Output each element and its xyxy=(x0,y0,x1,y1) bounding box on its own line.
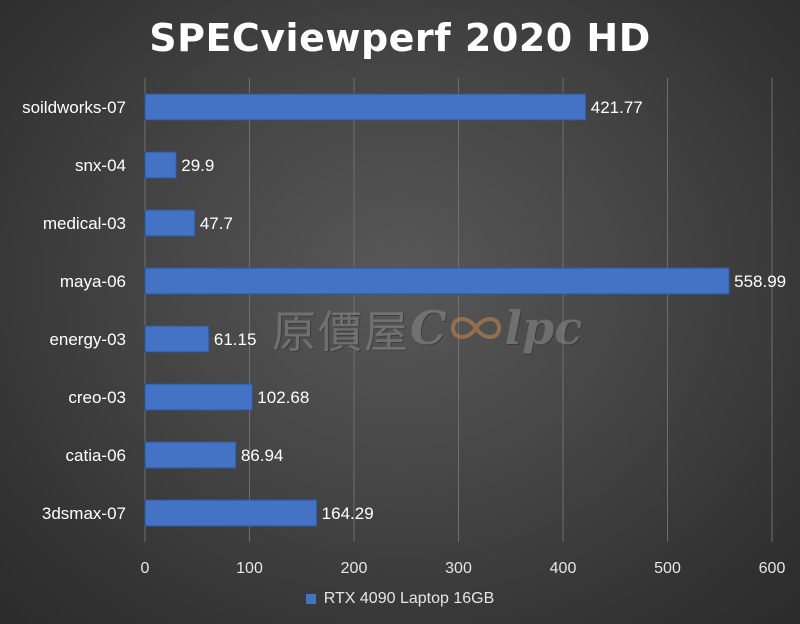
x-tick-label: 400 xyxy=(550,560,577,577)
data-label: 102.68 xyxy=(257,388,309,407)
category-label: medical-03 xyxy=(43,214,126,233)
data-label: 86.94 xyxy=(241,446,284,465)
data-label: 61.15 xyxy=(214,330,257,349)
category-label: maya-06 xyxy=(60,272,126,291)
chart-legend: RTX 4090 Laptop 16GB xyxy=(0,590,800,608)
category-label: soildworks-07 xyxy=(22,98,126,117)
data-label: 558.99 xyxy=(734,272,786,291)
bar xyxy=(144,325,210,353)
x-tick-label: 200 xyxy=(341,560,368,577)
chart-title: SPECviewperf 2020 HD xyxy=(149,16,651,60)
x-tick-label: 600 xyxy=(759,560,786,577)
x-tick-label: 0 xyxy=(141,560,150,577)
grid-layer xyxy=(144,78,773,542)
data-label: 47.7 xyxy=(200,214,233,233)
x-tick-label: 500 xyxy=(654,560,681,577)
legend-swatch xyxy=(305,594,316,604)
legend-label: RTX 4090 Laptop 16GB xyxy=(323,590,495,607)
category-label: creo-03 xyxy=(68,388,126,407)
category-label: catia-06 xyxy=(66,446,126,465)
bar-layer xyxy=(144,93,730,527)
bar xyxy=(144,441,237,469)
bar xyxy=(144,267,730,295)
x-tick-label: 300 xyxy=(445,560,472,577)
bar xyxy=(144,383,253,411)
category-label: 3dsmax-07 xyxy=(42,504,126,523)
bar xyxy=(144,93,587,121)
x-tick-label: 100 xyxy=(236,560,263,577)
data-label: 164.29 xyxy=(322,504,374,523)
data-label: 29.9 xyxy=(181,156,214,175)
data-label: 421.77 xyxy=(591,98,643,117)
bar xyxy=(144,209,196,237)
bar xyxy=(144,151,177,179)
category-label: energy-03 xyxy=(49,330,126,349)
label-layer: 0 100 200 300 400 500 600 soildworks-07 421.77 sn… xyxy=(22,98,786,577)
bar xyxy=(144,499,318,527)
category-label: snx-04 xyxy=(75,156,126,175)
